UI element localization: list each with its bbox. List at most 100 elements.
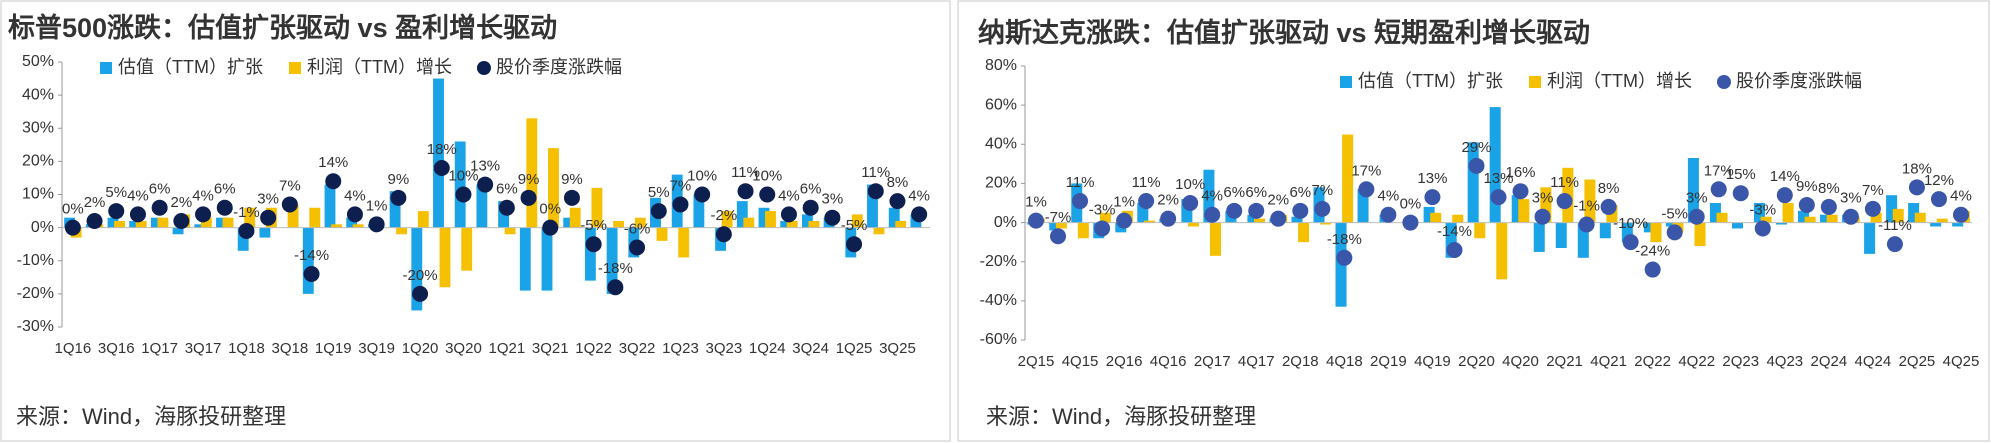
data-label: 2% [171,194,193,211]
bar [736,201,748,228]
dot [1446,241,1463,258]
y-tick-label: -20% [17,285,54,302]
data-label: 7% [670,177,692,194]
bar [1430,212,1442,223]
bar [1203,169,1215,223]
data-label: 4% [192,187,214,204]
x-tick-label: 1Q22 [575,340,612,357]
bar [244,207,256,228]
x-tick-label: 2Q16 [1106,353,1143,370]
bar [1952,222,1964,227]
bar [433,78,444,228]
data-label: -20% [403,267,438,284]
bar [851,214,863,228]
legend-label: 股价季度涨跌幅 [496,57,622,77]
bar [895,221,907,228]
legend-swatch [1340,76,1352,88]
dot [1336,249,1353,266]
data-label: -6% [624,220,651,237]
x-tick-label: 2Q24 [1810,353,1847,370]
x-tick-label: 4Q18 [1326,353,1363,370]
dot [64,219,81,236]
data-label: -5% [841,217,868,234]
dot [1930,191,1947,208]
x-tick-label: 4Q17 [1238,353,1275,370]
dot [1270,210,1287,227]
data-label: -1% [233,204,260,221]
data-label: 5% [648,184,670,201]
bar [1665,222,1677,227]
dot [911,206,928,223]
dot [1138,193,1155,210]
data-label: -3% [1089,201,1116,218]
x-tick-label: 1Q20 [402,340,439,357]
dot [1842,208,1859,225]
chart-title: 纳斯达克涨跌：估值扩张驱动 vs 短期盈利增长驱动 [978,17,1590,48]
bar [1320,222,1332,225]
dot [129,206,146,223]
dot [1072,193,1089,210]
dot [1776,187,1793,204]
data-label: 13% [1483,170,1513,187]
data-label: -3% [1749,201,1776,218]
data-label: 4% [127,187,149,204]
data-label: 10% [1175,176,1205,193]
bar [1055,222,1067,229]
bar [1533,222,1545,252]
data-label: 5% [105,184,127,201]
dot [1908,179,1925,196]
data-label: 17% [1351,162,1381,179]
data-label: 3% [257,191,279,208]
bar [114,221,125,228]
dot [412,285,429,302]
dot [1380,206,1397,223]
bar [411,227,423,311]
x-tick-label: 2Q18 [1282,353,1319,370]
data-label: 0% [539,201,561,218]
dot [1160,210,1177,227]
bar [526,118,538,228]
x-tick-label: 4Q16 [1150,353,1187,370]
dot [802,199,819,216]
data-label: 10% [448,167,478,184]
data-label: 1% [366,197,388,214]
data-label: -7% [1045,209,1072,226]
bar [1694,222,1706,247]
bar [613,221,625,228]
bar [1445,222,1457,258]
bar [1936,218,1948,223]
data-label: 4% [344,187,366,204]
data-label: 13% [470,158,500,175]
bar [107,217,119,228]
x-tick-label: 3Q19 [358,340,395,357]
y-tick-label: 30% [22,119,54,136]
data-label: 4% [1201,188,1223,205]
bar [634,217,646,228]
dot [1952,206,1969,223]
bar [873,227,885,235]
dot [759,186,776,203]
dot [195,206,212,223]
data-label: -24% [1635,243,1670,260]
data-label: 6% [1289,184,1311,201]
dot [303,266,320,282]
x-tick-label: 3Q17 [185,340,222,357]
y-tick-label: 40% [22,86,54,103]
dot [607,279,624,296]
dot [151,199,168,216]
bar [1775,222,1788,225]
bar [758,207,770,228]
y-tick-label: 60% [985,96,1017,113]
bar [1540,187,1552,223]
data-label: 3% [1532,190,1554,207]
bar [1908,203,1920,223]
data-label: 17% [1704,162,1734,179]
dot [346,206,363,223]
data-label: 15% [1726,166,1756,183]
data-label: 4% [1378,188,1400,205]
dot [1314,200,1331,217]
bar [1049,222,1061,231]
dot [1050,228,1067,245]
dot [1248,202,1265,219]
bar [1511,195,1523,223]
